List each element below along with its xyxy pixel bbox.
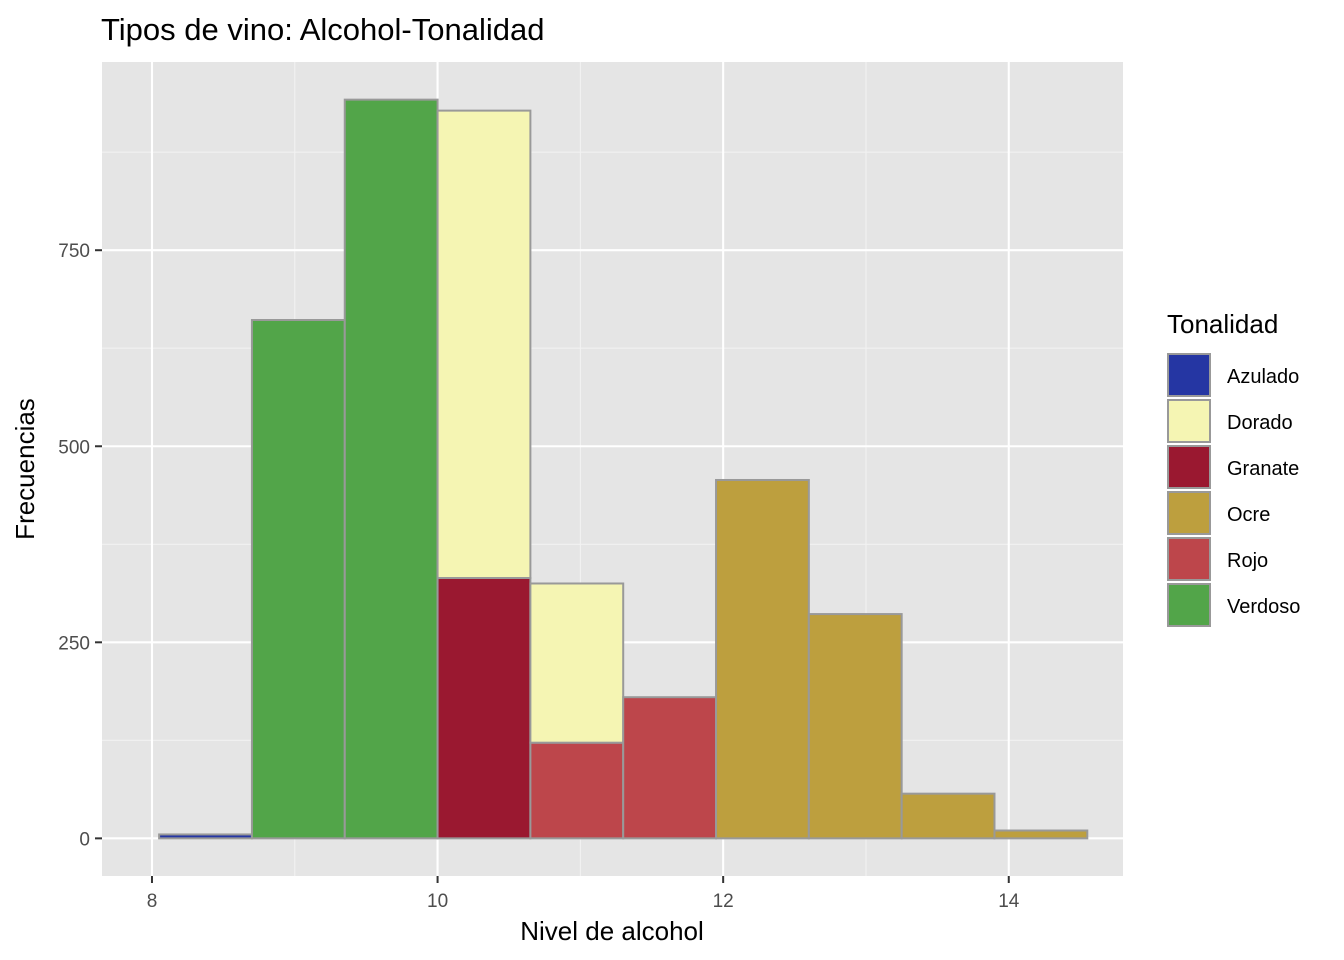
legend-swatch	[1167, 537, 1211, 581]
bar-verdoso	[343, 98, 439, 840]
legend-item-dorado: Dorado	[1167, 399, 1293, 443]
chart-title: Tipos de vino: Alcohol-Tonalidad	[101, 12, 544, 47]
bar-ocre	[900, 792, 996, 840]
bar-rojo	[622, 696, 718, 840]
x-tick-label: 12	[713, 891, 734, 912]
y-axis: 0 250 500 750	[58, 241, 102, 850]
legend-label: Granate	[1227, 458, 1299, 480]
legend-swatch	[1167, 399, 1211, 443]
bar-rojo	[529, 741, 625, 840]
bar-dorado	[436, 109, 532, 580]
legend-items: Azulado Dorado Granate Ocre Rojo Verdoso	[1167, 353, 1300, 627]
legend-label: Azulado	[1227, 366, 1299, 388]
x-tick-label: 8	[147, 891, 158, 912]
grid-minor	[102, 62, 1123, 876]
legend-swatch	[1167, 491, 1211, 535]
y-axis-title: Frecuencias	[10, 398, 40, 540]
x-axis-title: Nivel de alcohol	[520, 916, 704, 946]
legend-title: Tonalidad	[1167, 309, 1278, 339]
legend-label: Dorado	[1227, 412, 1293, 434]
bar-azulado	[158, 833, 253, 840]
legend-item-ocre: Ocre	[1167, 491, 1270, 535]
bar-dorado	[529, 582, 625, 744]
legend-label: Rojo	[1227, 550, 1268, 572]
legend-item-verdoso: Verdoso	[1167, 583, 1300, 627]
bar-ocre	[993, 829, 1089, 840]
x-tick-label: 10	[427, 891, 448, 912]
legend-item-rojo: Rojo	[1167, 537, 1268, 581]
bar-ocre	[715, 478, 810, 840]
legend-label: Ocre	[1227, 504, 1270, 526]
x-axis: 8 10 12 14	[147, 876, 1020, 912]
bar-granate	[436, 577, 532, 840]
legend-item-azulado: Azulado	[1167, 353, 1299, 397]
y-tick-label: 500	[58, 437, 90, 458]
legend-swatch	[1167, 583, 1211, 627]
legend-swatch	[1167, 445, 1211, 489]
bar-verdoso	[250, 319, 346, 840]
legend-item-granate: Granate	[1167, 445, 1299, 489]
legend-swatch	[1167, 353, 1211, 397]
x-tick-label: 14	[998, 891, 1020, 912]
bar-ocre	[807, 613, 903, 840]
bars	[158, 98, 1089, 840]
y-tick-label: 250	[58, 633, 90, 654]
legend-label: Verdoso	[1227, 596, 1300, 618]
legend: Tonalidad Azulado Dorado Granate Ocre Rojo Ve…	[1167, 309, 1300, 627]
y-tick-label: 0	[79, 829, 90, 850]
y-tick-label: 750	[58, 241, 90, 262]
